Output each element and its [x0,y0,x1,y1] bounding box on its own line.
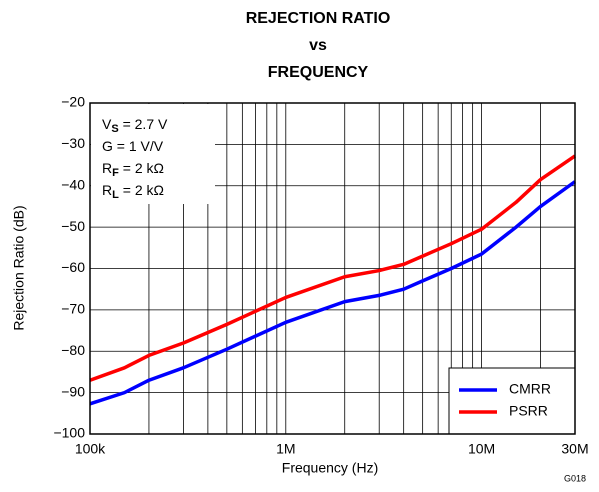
annotation-part: V [102,116,112,132]
y-tick-label: −40 [61,176,85,192]
annotation-part: S [111,123,118,135]
line [89,154,576,382]
x-axis-label: Frequency (Hz) [282,460,378,476]
x-tick-label: 100k [75,441,106,457]
annotation-part: = 2 kΩ [119,160,164,176]
y-tick-label: −30 [61,135,85,151]
annotation-part: R [102,160,112,176]
annotation-part: = 2.7 V [119,116,168,132]
legend-label: CMRR [509,381,551,397]
annotation: RF = 2 kΩ [102,160,164,179]
chart-title: FREQUENCY [268,64,369,81]
annotation-part: G = 1 V/V [102,138,164,154]
y-tick-label: −70 [61,301,85,317]
plot-frame [89,102,576,435]
annotation: RL = 2 kΩ [102,182,164,201]
x-tick-label: 30M [561,441,588,457]
annotation: VS = 2.7 V [102,116,168,135]
y-tick-label: −100 [53,425,85,441]
annotation-box [91,104,215,204]
y-tick-label: −90 [61,383,85,399]
x-tick-label: 1M [276,441,295,457]
legend-label: PSRR [509,403,548,419]
y-tick-label: −50 [61,218,85,234]
x-tick-label: 10M [468,441,495,457]
annotation: G = 1 V/V [102,138,164,154]
annotation-part: = 2 kΩ [119,182,164,198]
y-tick-label: −20 [61,94,85,110]
y-tick-label: −80 [61,342,85,358]
footnote: G018 [564,473,586,483]
annotation-part: F [112,167,119,179]
annotation-part: L [112,189,119,201]
annotation-part: R [102,182,112,198]
y-axis-label: Rejection Ratio (dB) [11,205,27,330]
line [89,180,577,406]
chart-title: vs [309,37,327,54]
chart-title: REJECTION RATIO [246,10,391,27]
legend-box [448,367,576,435]
y-tick-label: −60 [61,259,85,275]
